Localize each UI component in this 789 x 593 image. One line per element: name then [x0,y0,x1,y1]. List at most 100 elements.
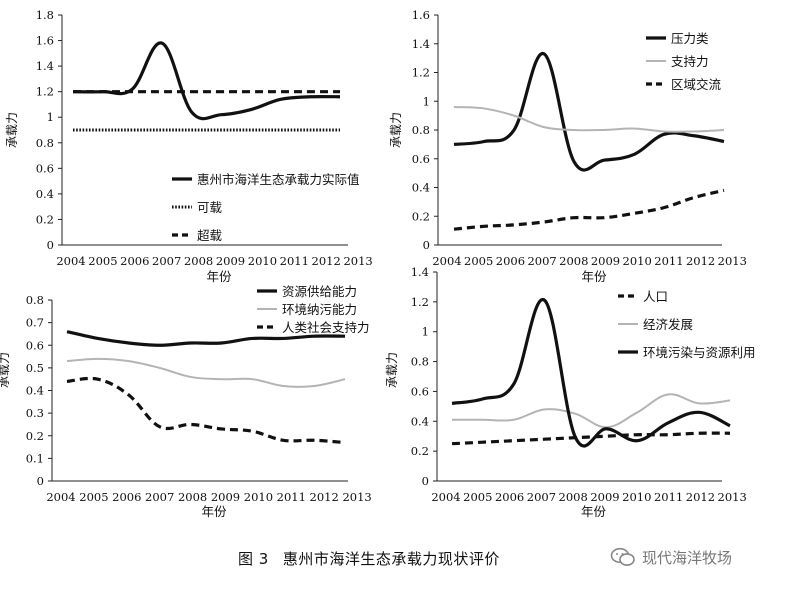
y-tick-label: 0.2 [412,209,430,223]
series-line [66,376,346,445]
x-tick-label: 2009 [216,254,245,268]
x-tick-label: 2006 [495,490,524,504]
x-tick-label: 2013 [343,254,372,268]
series-line [452,393,731,429]
x-tick-label: 2006 [120,254,149,268]
legend-label: 超载 [197,228,223,243]
y-tick-label: 0.6 [26,338,44,352]
series-line [453,188,725,231]
y-tick-label: 1.4 [411,265,429,279]
chart-panel-3: 0 0.1 0.2 0.3 0.4 0.5 0.6 0.7 0.8 2004 2005 2006 200… [0,284,372,519]
y-tick-label: 1 [47,110,54,124]
x-tick-label: 2012 [686,254,715,268]
legend-label: 环境污染与资源利用 [643,345,756,360]
legend-label: 人类社会支持力 [282,320,370,335]
y-tick-label: 0.4 [411,414,429,428]
x-tick-label: 2011 [280,254,309,268]
y-tick-label: 1.2 [412,66,430,80]
y-tick-label: 1.6 [412,8,430,22]
y-tick-label: 0.1 [26,451,44,465]
legend-label: 可载 [197,200,223,215]
y-tick-label: 1 [423,94,430,108]
x-tick-label: 2011 [654,254,683,268]
legend-label: 支持力 [671,54,709,69]
x-tick-label: 2007 [152,254,181,268]
x-tick-label: 2011 [654,490,683,504]
x-axis-title: 年份 [201,504,227,519]
legend-label: 经济发展 [643,317,693,332]
watermark: 现代海洋牧场 [610,546,732,568]
x-tick-label: 2012 [312,254,341,268]
x-tick-label: 2013 [718,254,747,268]
y-tick-label: 0.2 [411,444,429,458]
y-tick-label: 1.4 [412,37,430,51]
x-axis-title: 年份 [581,269,607,284]
series-line [451,431,731,446]
legend-label: 压力类 [671,31,709,46]
y-tick-label: 1 [422,325,429,339]
y-tick-label: 0 [47,238,54,252]
y-tick-label: 1.4 [36,59,54,73]
x-tick-label: 2004 [46,490,75,504]
y-tick-label: 0.4 [36,187,54,201]
y-tick-label: 0.8 [412,123,430,137]
x-tick-label: 2004 [432,254,461,268]
y-tick-label: 0 [423,238,430,252]
x-tick-label: 2008 [559,254,588,268]
x-tick-label: 2005 [79,490,108,504]
legend-label: 区域交流 [671,77,722,92]
y-tick-label: 0.7 [26,316,44,330]
x-tick-label: 2012 [310,490,339,504]
x-tick-label: 2009 [211,490,240,504]
legend-label: 人口 [643,289,668,304]
x-tick-label: 2010 [244,490,273,504]
x-tick-label: 2012 [686,490,715,504]
x-tick-label: 2006 [496,254,525,268]
y-tick-label: 0.2 [36,212,54,226]
y-tick-label: 1.8 [36,8,54,22]
y-tick-label: 0.8 [411,355,429,369]
y-tick-label: 0.5 [26,361,44,375]
series-line [451,298,731,448]
figure-caption: 图 3 惠州市海洋生态承载力现状评价 [238,548,500,569]
y-tick-label: 0.8 [36,136,54,150]
y-tick-label: 0.4 [412,181,430,195]
x-tick-label: 2010 [623,254,652,268]
chart-panel-4: 0 0.2 0.4 0.6 0.8 1 1.2 1.4 2004 2005 2006 2007 2008… [385,265,756,519]
series-line [453,52,725,172]
y-tick-label: 0.2 [26,429,44,443]
y-axis-title: 承载力 [385,352,399,388]
x-tick-label: 2007 [145,490,174,504]
y-tick-label: 0.3 [26,406,44,420]
x-tick-label: 2008 [559,490,588,504]
legend-label: 惠州市海洋生态承载力实际值 [197,172,360,187]
x-tick-label: 2009 [590,490,619,504]
legend-label: 资源供给能力 [282,284,357,299]
x-tick-label: 2013 [718,490,747,504]
y-tick-label: 0.6 [411,384,429,398]
y-tick-label: 0.6 [36,161,54,175]
x-tick-label: 2006 [112,490,141,504]
y-tick-label: 0.8 [26,293,44,307]
x-tick-label: 2004 [56,254,85,268]
wechat-icon [610,547,635,566]
x-tick-label: 2008 [178,490,207,504]
x-tick-label: 2007 [527,490,556,504]
x-tick-label: 2010 [622,490,651,504]
figure-number: 图 3 [238,550,269,568]
y-axis-title: 承载力 [389,112,403,148]
series-line [66,357,346,388]
y-tick-label: 1.2 [411,295,429,309]
watermark-text: 现代海洋牧场 [642,548,733,567]
legend-label: 环境纳污能力 [282,302,357,317]
x-tick-label: 2005 [463,490,492,504]
y-tick-label: 1.2 [36,85,54,99]
x-axis-title: 年份 [206,269,232,284]
x-tick-label: 2004 [431,490,460,504]
x-tick-label: 2010 [248,254,277,268]
y-tick-label: 0.6 [412,152,430,166]
x-axis-title: 年份 [581,504,607,519]
